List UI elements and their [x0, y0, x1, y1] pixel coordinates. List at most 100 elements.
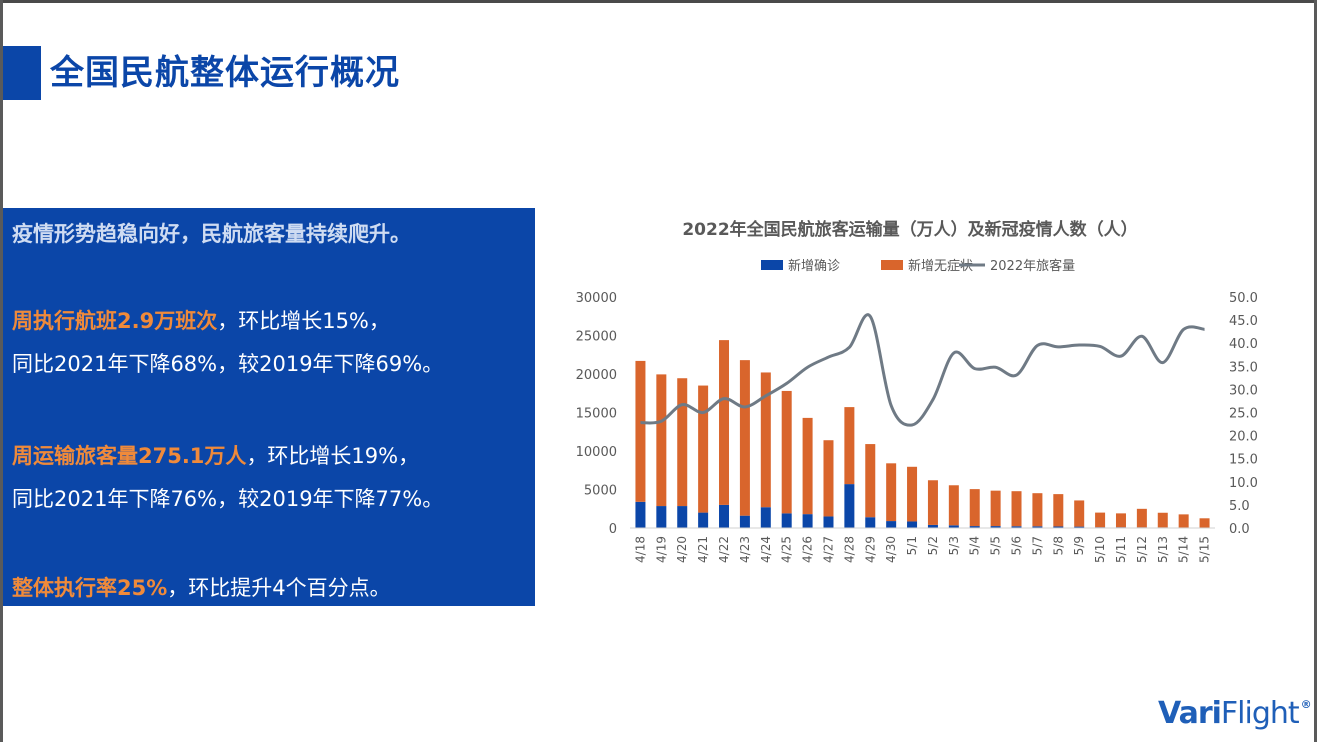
bar-asymptomatic	[948, 485, 959, 526]
x-tick-label: 5/7	[1030, 536, 1044, 555]
x-tick-label: 5/15	[1198, 536, 1212, 563]
bar-confirmed	[739, 515, 750, 528]
bar-asymptomatic	[1011, 491, 1022, 527]
title-accent-bar	[3, 46, 41, 100]
passenger-line	[640, 313, 1205, 427]
bar-asymptomatic	[656, 374, 667, 507]
passengers-line-1: 周运输旅客量275.1万人，环比增长19%，	[12, 440, 419, 470]
x-tick-label: 5/12	[1135, 536, 1149, 563]
bar-confirmed	[990, 526, 1001, 528]
window-frame-left	[0, 0, 3, 742]
y-right-tick-label: 0.0	[1229, 522, 1250, 537]
bar-confirmed	[1053, 526, 1064, 528]
bar-confirmed	[656, 506, 667, 528]
y-left-tick-label: 10000	[576, 445, 617, 460]
bar-confirmed	[781, 513, 792, 528]
bar-asymptomatic	[907, 466, 918, 522]
y-left-tick-label: 30000	[576, 291, 617, 306]
rate-rest: ，环比提升4个百分点。	[167, 576, 391, 600]
x-tick-label: 4/28	[842, 536, 856, 563]
line-series-group	[640, 313, 1205, 427]
x-axis: 4/18 4/19 4/20 4/21 4/22 4/23 4/24 4/25 4/26 4/27…	[630, 527, 1215, 563]
bar-asymptomatic	[990, 490, 1001, 527]
window-frame-right	[1314, 0, 1317, 742]
bar-asymptomatic	[1136, 508, 1147, 528]
bar-confirmed	[1032, 526, 1043, 528]
bar-asymptomatic	[1115, 513, 1126, 528]
y-right-tick-label: 35.0	[1229, 360, 1258, 375]
bar-confirmed	[635, 501, 646, 528]
legend-label-0: 新增确诊	[788, 258, 840, 274]
bar-confirmed	[969, 526, 980, 528]
flights-line-1: 周执行航班2.9万班次，环比增长15%，	[12, 305, 390, 335]
legend-swatch-1	[881, 260, 903, 270]
x-tick-label: 4/27	[821, 536, 835, 563]
bar-confirmed	[698, 512, 709, 528]
bar-asymptomatic	[1178, 514, 1189, 528]
y-right-tick-label: 40.0	[1229, 337, 1258, 352]
bar-asymptomatic	[1095, 512, 1106, 528]
bar-confirmed	[907, 521, 918, 528]
bar-asymptomatic	[823, 440, 834, 517]
x-tick-label: 4/29	[863, 536, 877, 563]
bar-confirmed	[823, 516, 834, 528]
bar-confirmed	[844, 484, 855, 528]
bar-asymptomatic	[760, 372, 771, 508]
legend-label-2: 2022年旅客量	[990, 258, 1075, 274]
x-tick-label: 5/13	[1156, 536, 1170, 563]
rate-highlight: 整体执行率25%	[12, 576, 168, 600]
chart-legend: 新增确诊 新增无症状 2022年旅客量	[761, 258, 1075, 274]
bar-series-group	[635, 340, 1210, 528]
bar-asymptomatic	[635, 360, 646, 502]
x-tick-label: 5/4	[968, 536, 982, 555]
x-tick-label: 5/5	[989, 536, 1003, 555]
passengers-rest: ，环比增长19%，	[246, 444, 420, 468]
x-tick-label: 5/8	[1051, 536, 1065, 555]
passenger-covid-chart: 2022年全国民航旅客运输量（万人）及新冠疫情人数（人） 新增确诊 新增无症状 20…	[576, 219, 1258, 563]
bar-asymptomatic	[802, 417, 813, 515]
summary-panel: 疫情形势趋稳向好，民航旅客量持续爬升。 周执行航班2.9万班次，环比增长15%，…	[3, 208, 535, 606]
y-right-tick-label: 5.0	[1229, 499, 1250, 514]
bar-asymptomatic	[1199, 518, 1210, 528]
x-tick-label: 4/23	[738, 536, 752, 563]
legend-label-1: 新增无症状	[908, 258, 973, 274]
bar-asymptomatic	[1032, 493, 1043, 527]
bar-asymptomatic	[886, 463, 897, 522]
x-tick-label: 4/20	[675, 536, 689, 563]
bar-asymptomatic	[739, 360, 750, 516]
y-left-tick-label: 25000	[576, 330, 617, 345]
y-axis-right: 0.0 5.0 10.0 15.0 20.0 25.0 30.0 35.0 40.0 45.0 50…	[1229, 291, 1258, 537]
y-right-tick-label: 45.0	[1229, 314, 1258, 329]
page-title: 全国民航整体运行概况	[50, 53, 400, 93]
x-tick-label: 4/21	[696, 536, 710, 563]
flights-highlight: 周执行航班2.9万班次	[12, 309, 218, 333]
x-tick-label: 4/24	[759, 536, 773, 563]
passengers-line-2: 同比2021年下降76%，较2019年下降77%。	[12, 487, 444, 511]
x-tick-label: 4/30	[884, 536, 898, 563]
bar-asymptomatic	[698, 385, 709, 513]
x-tick-label: 5/10	[1093, 536, 1107, 563]
x-tick-label: 4/26	[801, 536, 815, 563]
variflight-logo: VariFlight ®	[1158, 696, 1312, 731]
x-tick-label: 5/1	[905, 536, 919, 555]
bar-asymptomatic	[969, 489, 980, 527]
x-tick-label: 4/19	[654, 536, 668, 563]
x-tick-label: 5/9	[1072, 536, 1086, 555]
y-right-tick-label: 50.0	[1229, 291, 1258, 306]
registered-mark: ®	[1300, 698, 1312, 711]
flights-line-2: 同比2021年下降68%，较2019年下降69%。	[12, 352, 444, 376]
x-tick-label: 5/2	[926, 536, 940, 555]
summary-headline: 疫情形势趋稳向好，民航旅客量持续爬升。	[12, 222, 411, 246]
bar-confirmed	[865, 517, 876, 528]
y-left-tick-label: 15000	[576, 407, 617, 422]
x-tick-label: 4/22	[717, 536, 731, 563]
bar-confirmed	[948, 525, 959, 528]
y-left-tick-label: 5000	[584, 484, 617, 499]
window-frame-top	[0, 0, 1317, 3]
logo-text-bold: Vari	[1158, 696, 1222, 731]
passengers-highlight: 周运输旅客量275.1万人	[12, 444, 247, 468]
logo-text-light: Flight	[1220, 696, 1300, 731]
x-tick-label: 5/11	[1114, 536, 1128, 563]
bar-asymptomatic	[677, 378, 688, 507]
y-right-tick-label: 30.0	[1229, 383, 1258, 398]
